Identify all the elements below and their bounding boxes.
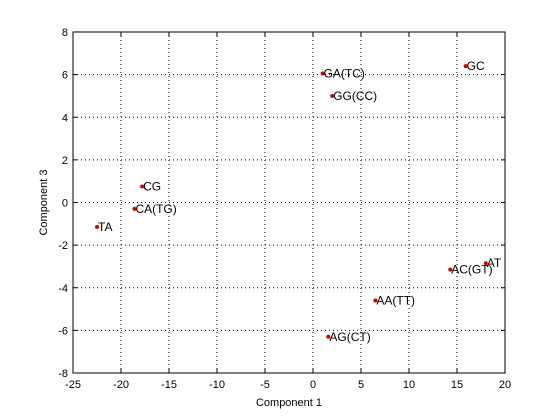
data-point-label: AT [487,256,502,270]
data-point-group: TA [95,220,112,234]
data-point-marker [448,267,453,272]
x-tick-label: -5 [260,379,270,391]
y-tick-label: -4 [58,283,68,295]
y-tick-label: 8 [62,27,68,39]
data-point-marker [483,261,488,266]
data-point-group: GG(CC) [330,89,377,103]
x-tick-label: 10 [403,379,415,391]
x-tick-label: -10 [209,379,225,391]
grid-lines [73,32,505,373]
y-tick-label: 6 [62,70,68,82]
x-tick-label: 20 [499,379,511,391]
y-axis-label: Component 3 [38,169,50,235]
y-tick-label: -8 [58,368,68,380]
data-point-group: AT [483,256,502,270]
data-point-marker [132,206,137,211]
data-point-group: CG [140,180,161,194]
y-tick-label: 2 [62,155,68,167]
x-tick-label: -25 [65,379,81,391]
x-axis-label: Component 1 [256,397,322,409]
data-point-marker [326,334,331,339]
x-tick-label: 5 [358,379,364,391]
y-tick-label: -6 [58,325,68,337]
data-point-marker [140,184,145,189]
data-point-group: GC [463,59,485,73]
x-tick-label: 15 [451,379,463,391]
data-point-label: AA(TT) [376,294,415,308]
data-point-group: AC(GT) [448,263,493,277]
data-point-label: GG(CC) [333,89,377,103]
data-point-group: AG(CT) [326,330,371,344]
data-point-label: TA [98,220,112,234]
data-point-label: CG [143,180,161,194]
y-tick-label: -2 [58,240,68,252]
data-point-label: GC [467,59,485,73]
data-point-group: AA(TT) [373,294,415,308]
x-tick-label: 0 [310,379,316,391]
data-point-label: AG(CT) [329,330,370,344]
data-point-label: GA(TC) [324,67,365,81]
data-point-marker [463,64,468,69]
data-point-marker [373,298,378,303]
data-point-marker [330,93,335,98]
y-tick-label: 0 [62,198,68,210]
data-point-label: CA(TG) [135,202,176,216]
y-tick-label: 4 [62,112,68,124]
data-point-marker [95,225,99,230]
x-tick-label: -15 [161,379,177,391]
data-point-group: CA(TG) [132,202,177,216]
x-tick-label: -20 [113,379,129,391]
data-point-label: AC(GT) [451,263,492,277]
data-point-marker [320,71,325,76]
data-point-group: GA(TC) [320,67,365,81]
